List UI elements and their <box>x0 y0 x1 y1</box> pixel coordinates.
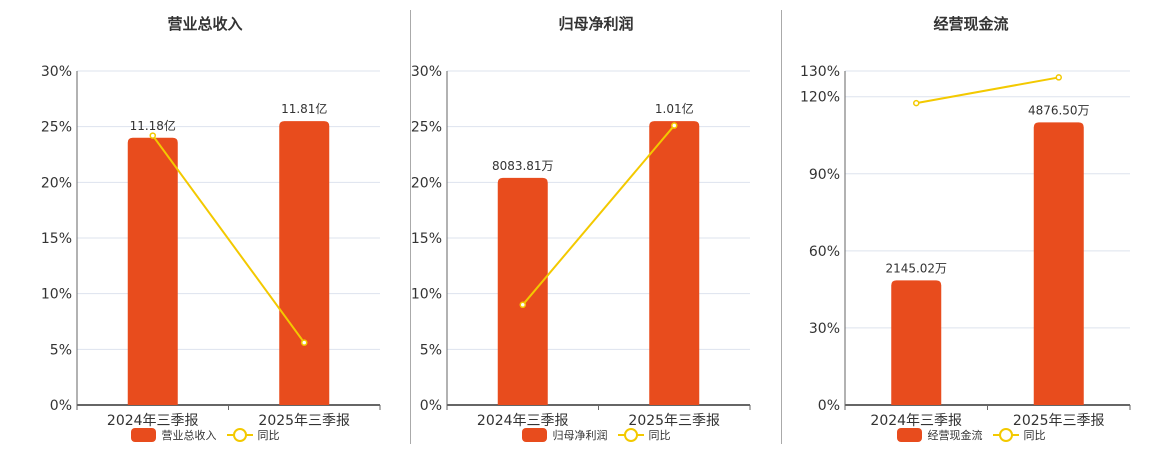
bar-value-label: 4876.50万 <box>1028 103 1090 117</box>
yoy-line <box>916 76 1059 105</box>
y-tick-label: 0% <box>420 398 442 414</box>
y-tick-label: 10% <box>411 287 442 303</box>
yoy-line <box>521 124 676 306</box>
legend-line-label: 同比 <box>648 429 671 442</box>
legend-line-swatch-icon <box>992 428 1019 442</box>
legend-line-label: 同比 <box>257 429 280 442</box>
y-tick-label: 5% <box>50 342 72 358</box>
chart-legend: 经营现金流 同比 <box>782 427 1160 443</box>
legend-line-label: 同比 <box>1023 429 1046 442</box>
bar[interactable] <box>279 121 330 405</box>
legend-bar-label: 经营现金流 <box>927 429 983 442</box>
bar-value-label: 11.18亿 <box>130 118 176 133</box>
x-tick-label: 2025年三季报 <box>1013 413 1105 429</box>
legend-bar-label: 归母净利润 <box>552 429 608 442</box>
yoy-point[interactable] <box>671 122 678 129</box>
legend-bar-swatch <box>521 428 547 442</box>
chart-plot: 0% 30% 60% 90% 120% 130% 2024年三季报 2145.02万 2025年… <box>800 64 1131 429</box>
y-tick-label: 120% <box>800 90 840 106</box>
y-tick-label: 30% <box>809 321 840 337</box>
y-tick-label: 60% <box>809 244 840 260</box>
yoy-point[interactable] <box>301 339 308 346</box>
yoy-point[interactable] <box>149 132 156 139</box>
x-tick-label: 2024年三季报 <box>107 413 199 429</box>
bar[interactable] <box>127 137 178 406</box>
y-tick-label: 0% <box>818 398 840 414</box>
yoy-point[interactable] <box>1055 74 1062 81</box>
y-tick-label: 15% <box>41 231 72 247</box>
legend-line-swatch-icon <box>617 428 644 442</box>
y-tick-label: 15% <box>411 231 442 247</box>
y-tick-label: 10% <box>41 287 72 303</box>
yoy-point[interactable] <box>913 99 920 107</box>
y-tick-label: 130% <box>800 64 840 80</box>
chart-title: 归母净利润 <box>558 15 634 33</box>
y-tick-label: 30% <box>41 64 72 80</box>
panel-divider <box>781 10 782 444</box>
y-tick-label: 5% <box>420 342 442 358</box>
x-tick-label: 2025年三季报 <box>628 413 720 429</box>
chart-title: 经营现金流 <box>933 15 1009 33</box>
chart-legend: 营业总收入 同比 <box>0 427 410 443</box>
yoy-point[interactable] <box>519 301 526 309</box>
bar-value-label: 2145.02万 <box>885 261 947 275</box>
x-tick-label: 2024年三季报 <box>477 413 569 429</box>
yoy-line <box>151 134 306 344</box>
chart-panel-net-profit: 归母净利润 0% 5% 10% 15% 20% 25% 30% 2024年三季报 8083.81… <box>411 0 781 450</box>
y-tick-label: 30% <box>411 64 442 80</box>
chart-plot: 0% 5% 10% 15% 20% 25% 30% 2024年三季报 8083.81万 2025年… <box>411 64 751 429</box>
chart-panel-revenue: 营业总收入 0% 5% 10% 15% 20% 25% 30% 2024年三季报 11.18亿 2… <box>0 0 410 450</box>
y-tick-label: 20% <box>41 175 72 191</box>
x-tick-label: 2025年三季报 <box>258 413 350 429</box>
legend-bar-swatch <box>130 428 156 442</box>
bar-value-label: 11.81亿 <box>281 101 327 116</box>
bar-value-label: 1.01亿 <box>655 101 694 116</box>
bar[interactable] <box>649 121 700 405</box>
y-tick-label: 20% <box>411 175 442 191</box>
bar[interactable] <box>497 177 548 405</box>
legend-bar-label: 营业总收入 <box>161 429 217 442</box>
chart-legend: 归母净利润 同比 <box>411 427 781 443</box>
chart-title: 营业总收入 <box>167 15 243 33</box>
chart-panel-operating-cashflow: 经营现金流 0% 30% 60% 90% 120% 130% 2024年三季报 2145.02… <box>782 0 1160 450</box>
y-tick-label: 25% <box>411 120 442 136</box>
bar[interactable] <box>891 280 942 405</box>
legend-line-swatch-icon <box>226 428 253 442</box>
chart-plot: 0% 5% 10% 15% 20% 25% 30% 2024年三季报 11.18亿 2025年三季… <box>41 64 381 429</box>
legend-bar-swatch <box>896 428 922 442</box>
y-tick-label: 0% <box>50 398 72 414</box>
bar[interactable] <box>1033 122 1084 405</box>
y-tick-label: 90% <box>809 167 840 183</box>
panel-divider <box>410 10 411 444</box>
x-tick-label: 2024年三季报 <box>870 413 962 429</box>
y-tick-label: 25% <box>41 120 72 136</box>
bar-value-label: 8083.81万 <box>492 159 554 173</box>
